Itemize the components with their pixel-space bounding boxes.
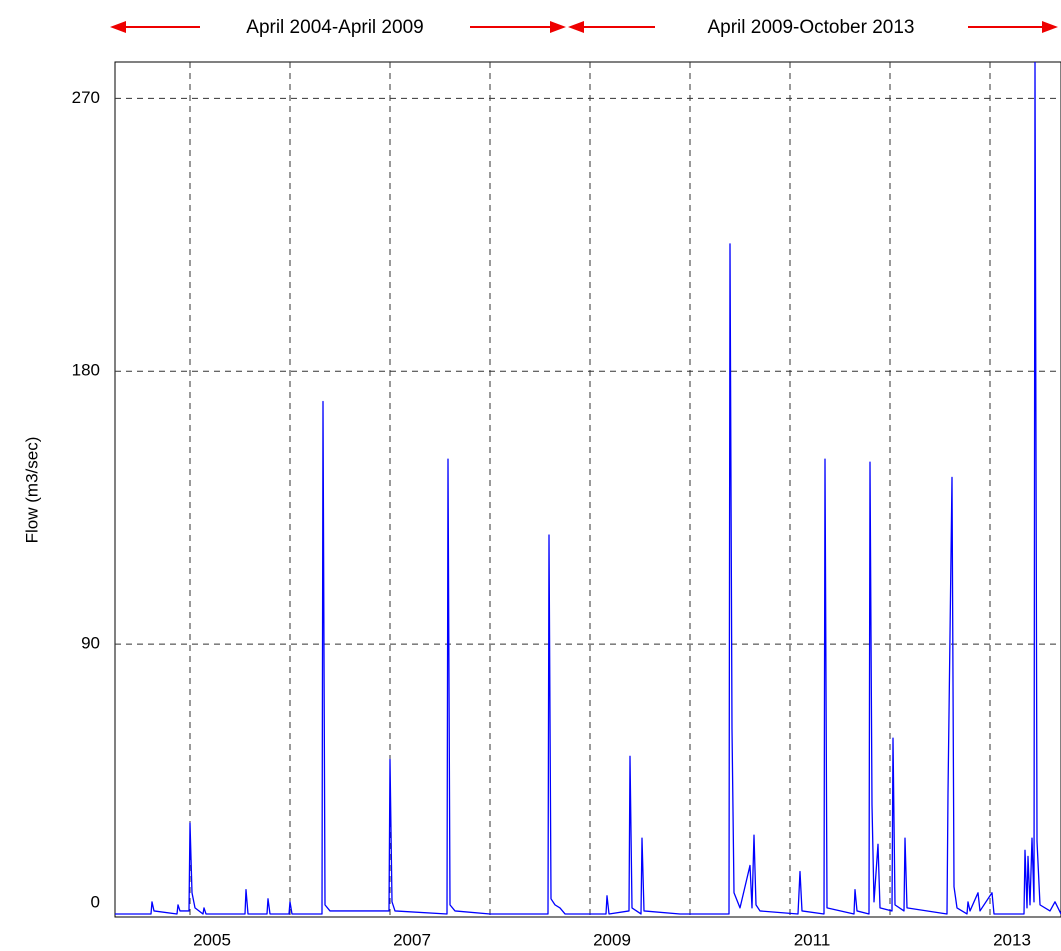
annotation: April 2009-October 2013 (707, 17, 914, 38)
x-tick-label: 2005 (193, 930, 231, 949)
y-tick-label: 180 (72, 361, 100, 380)
period-arrow (568, 21, 1058, 33)
y-tick-label: 270 (72, 88, 100, 107)
y-tick-label: 0 (91, 892, 100, 911)
x-tick-label: 2007 (393, 930, 431, 949)
plot-area (115, 62, 1061, 915)
y-tick-label: 90 (81, 634, 100, 653)
period-arrow (110, 21, 566, 33)
plot-frame (114, 61, 1061, 918)
annotation: April 2004-April 2009 (246, 17, 423, 38)
x-tick-label: 2009 (593, 930, 631, 949)
flow-line (115, 62, 1061, 915)
x-tick-label: 2011 (794, 930, 831, 949)
y-axis-label: Flow (m3/sec) (22, 437, 41, 544)
x-tick-label: 2013 (993, 930, 1031, 949)
